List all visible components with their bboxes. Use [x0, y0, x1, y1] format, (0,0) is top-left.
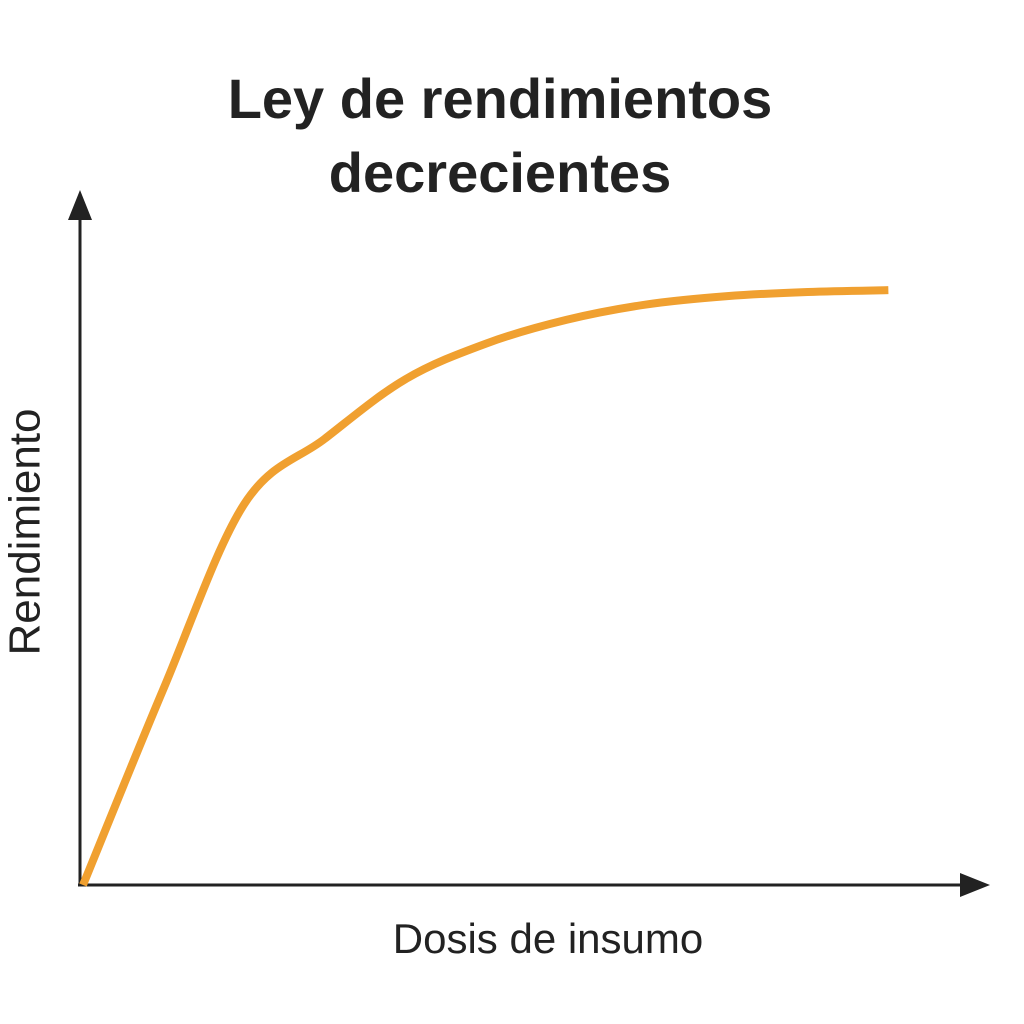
- chart-title: Ley de rendimientos decrecientes: [227, 67, 773, 204]
- x-axis-label: Dosis de insumo: [393, 915, 703, 962]
- line: [79, 286, 889, 887]
- y-axis-arrow: [68, 190, 92, 220]
- x-axis-arrow: [960, 873, 990, 897]
- y-axis-label: Rendimiento: [1, 408, 50, 655]
